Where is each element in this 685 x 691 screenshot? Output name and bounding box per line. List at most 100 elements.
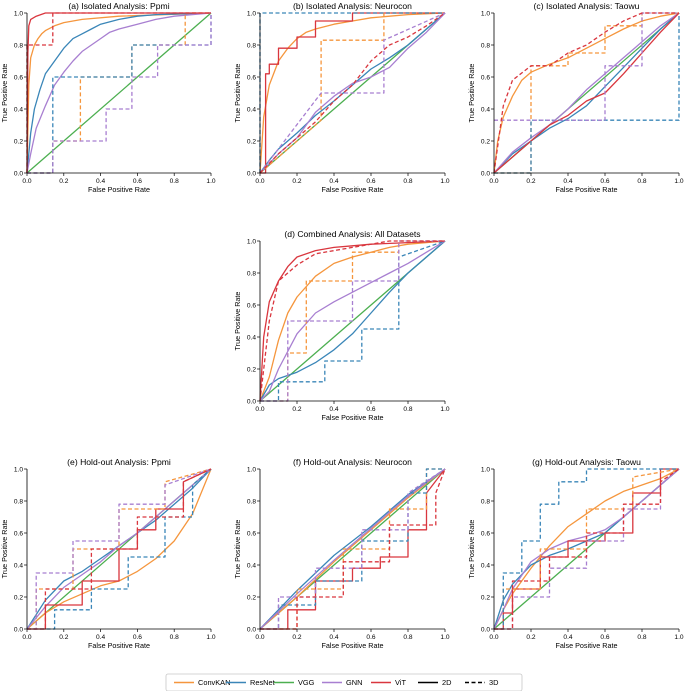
x-tick-label: 0.2 <box>526 634 535 641</box>
x-tick-label: 0.4 <box>563 178 572 185</box>
roc-panel-2: (b) Isolated Analysis: Neurocon 0.0 0.2 0.4… <box>233 1 450 194</box>
y-tick-label: 0.6 <box>14 74 23 81</box>
y-tick-label: 0.6 <box>481 74 490 81</box>
roc-curve-resnet-3d <box>27 468 212 630</box>
y-tick-label: 1.0 <box>481 466 490 473</box>
x-tick-label: 0.8 <box>637 634 646 641</box>
x-tick-label: 0.8 <box>170 634 179 641</box>
y-tick-label: 0.6 <box>247 530 256 537</box>
x-tick-label: 1.0 <box>674 178 683 185</box>
y-tick-label: 0.0 <box>14 170 23 177</box>
roc-curve-gnn-3d <box>27 13 212 174</box>
legend: ConvKAN ResNet VGG GNN ViT 2D 3D <box>165 673 523 691</box>
panel-title: (f) Hold-out Analysis: Neurocon <box>293 457 412 467</box>
y-tick-label: 0.2 <box>481 594 490 601</box>
y-tick-label: 1.0 <box>14 466 23 473</box>
roc-panel-6: (f) Hold-out Analysis: Neurocon 0.0 0.2 0.4… <box>233 457 450 650</box>
panel-title: (a) Isolated Analysis: Ppmi <box>68 1 169 11</box>
y-tick-label: 0.2 <box>14 594 23 601</box>
roc-curve-gnn-2d <box>259 468 446 630</box>
x-tick-label: 1.0 <box>440 634 449 641</box>
y-tick-label: 0.2 <box>247 138 256 145</box>
y-tick-label: 0.4 <box>247 334 256 341</box>
roc-curve-resnet-2d <box>493 12 680 174</box>
roc-curve-vit-2d <box>494 468 679 630</box>
y-tick-label: 0.4 <box>14 106 23 113</box>
x-tick-label: 0.0 <box>22 178 31 185</box>
y-tick-label: 0.0 <box>481 626 490 633</box>
x-tick-label: 0.6 <box>600 178 609 185</box>
y-tick-label: 1.0 <box>247 10 256 17</box>
x-tick-label: 0.4 <box>329 634 338 641</box>
x-tick-label: 1.0 <box>674 634 683 641</box>
roc-panel-5: (e) Hold-out Analysis: Ppmi 0.0 0.2 0.4 0.6 0… <box>0 457 216 650</box>
roc-curve-gnn-2d <box>26 12 212 174</box>
y-axis-label: True Positive Rate <box>467 520 476 579</box>
y-tick-label: 0.6 <box>247 302 256 309</box>
y-tick-label: 0.0 <box>247 626 256 633</box>
y-axis-label: True Positive Rate <box>233 520 242 579</box>
roc-curve-convkan-2d <box>26 12 212 174</box>
y-tick-label: 0.4 <box>14 562 23 569</box>
x-tick-label: 0.8 <box>637 178 646 185</box>
x-tick-label: 0.0 <box>255 634 264 641</box>
y-axis-label: True Positive Rate <box>0 520 9 579</box>
y-axis-label: True Positive Rate <box>233 64 242 123</box>
x-tick-label: 0.4 <box>329 178 338 185</box>
y-tick-label: 0.8 <box>247 498 256 505</box>
roc-curve-gnn-2d <box>259 240 446 402</box>
y-tick-label: 0.0 <box>247 398 256 405</box>
x-tick-label: 0.8 <box>403 634 412 641</box>
legend-label-vgg: VGG <box>298 678 315 687</box>
x-tick-label: 0.8 <box>170 178 179 185</box>
y-tick-label: 0.0 <box>14 626 23 633</box>
roc-curve-gnn-3d <box>259 12 446 174</box>
y-tick-label: 1.0 <box>481 10 490 17</box>
x-axis-label: False Positive Rate <box>88 185 150 194</box>
y-tick-label: 0.2 <box>14 138 23 145</box>
roc-curve-gnn-3d <box>260 240 445 402</box>
x-axis-label: False Positive Rate <box>88 641 150 650</box>
roc-curve-vit-2d <box>260 12 445 174</box>
y-tick-label: 0.8 <box>481 498 490 505</box>
legend-label-resnet: ResNet <box>250 678 275 687</box>
roc-curve-resnet-3d <box>494 13 680 174</box>
x-tick-label: 0.4 <box>96 634 105 641</box>
y-tick-label: 0.8 <box>481 42 490 49</box>
x-tick-label: 0.6 <box>133 634 142 641</box>
y-tick-label: 0.2 <box>247 594 256 601</box>
roc-panel-4: (d) Combined Analysis: All Datasets 0.0 0.… <box>233 229 450 422</box>
x-axis-label: False Positive Rate <box>322 185 384 194</box>
x-tick-label: 0.8 <box>403 406 412 413</box>
roc-curve-gnn-2d <box>259 12 446 174</box>
y-tick-label: 0.4 <box>247 562 256 569</box>
y-tick-label: 0.0 <box>481 170 490 177</box>
roc-curve-convkan-2d <box>259 240 446 402</box>
x-tick-label: 0.0 <box>22 634 31 641</box>
roc-curve-vit-2d <box>260 468 446 630</box>
roc-curve-vit-3d <box>260 468 446 630</box>
x-tick-label: 0.0 <box>489 178 498 185</box>
roc-curve-vit-2d <box>493 12 680 174</box>
panel-title: (g) Hold-out Analysis: Taowu <box>532 457 641 467</box>
roc-curve-vgg-2d <box>26 12 212 174</box>
x-tick-label: 1.0 <box>206 634 215 641</box>
roc-curve-resnet-2d <box>259 240 446 402</box>
y-tick-label: 0.4 <box>247 106 256 113</box>
x-tick-label: 1.0 <box>206 178 215 185</box>
roc-curve-vit-2d <box>26 12 211 174</box>
y-tick-label: 0.8 <box>14 498 23 505</box>
legend-frame <box>165 673 523 691</box>
y-tick-label: 0.6 <box>247 74 256 81</box>
roc-curve-vit-3d <box>259 240 445 402</box>
roc-panel-1: (a) Isolated Analysis: Ppmi 0.0 0.2 0.4 0.6 0… <box>0 1 216 194</box>
x-tick-label: 0.2 <box>292 634 301 641</box>
roc-curve-gnn-2d <box>493 468 680 630</box>
x-tick-label: 1.0 <box>440 178 449 185</box>
panel-title: (d) Combined Analysis: All Datasets <box>284 229 420 239</box>
roc-curve-gnn-3d <box>260 468 446 630</box>
x-tick-label: 0.0 <box>489 634 498 641</box>
x-axis-label: False Positive Rate <box>556 185 618 194</box>
roc-curve-gnn-3d <box>27 468 212 630</box>
y-tick-label: 1.0 <box>14 10 23 17</box>
